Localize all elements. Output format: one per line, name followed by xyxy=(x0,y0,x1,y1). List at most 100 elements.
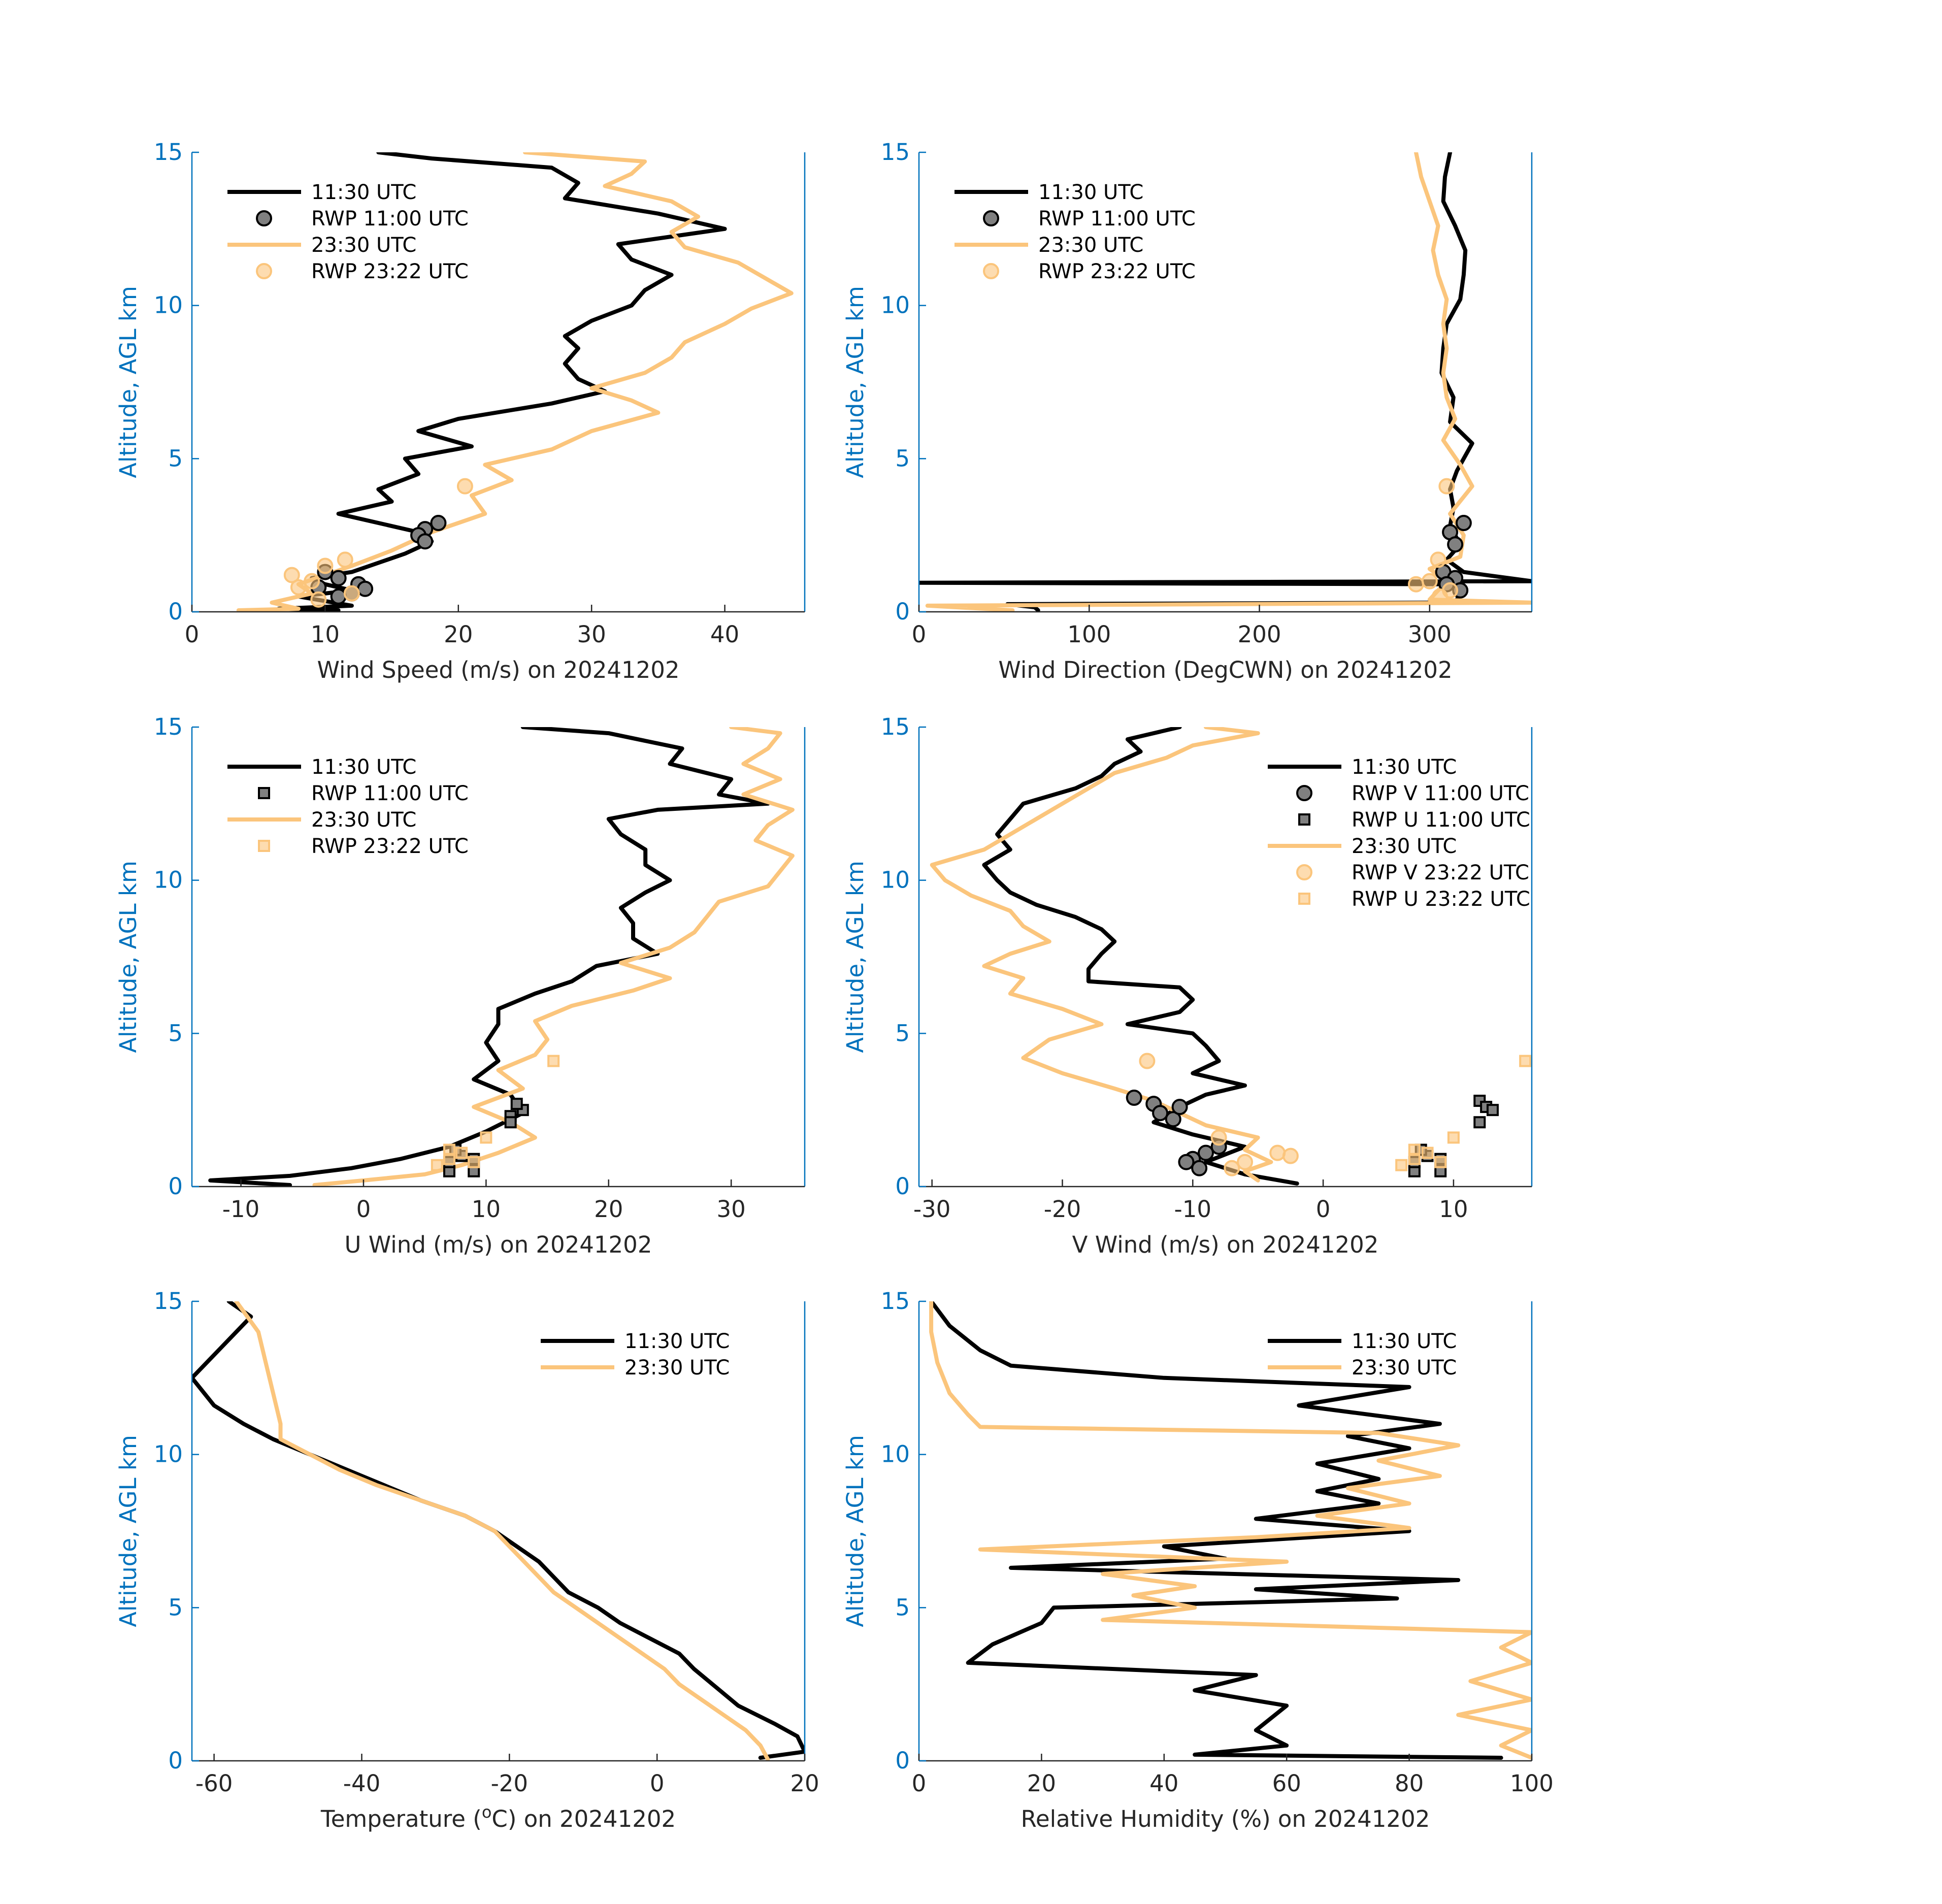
y-tick-label: 0 xyxy=(168,598,183,625)
x-axis-label: Wind Direction (DegCWN) on 20241202 xyxy=(998,656,1452,683)
legend-label: RWP 23:22 UTC xyxy=(1038,260,1196,283)
data-point-circle xyxy=(456,478,473,495)
plot-area xyxy=(236,152,794,612)
y-axis-label: Altitude, AGL km xyxy=(115,1435,142,1627)
panel-wind-speed: 0 10 20 30 40 0 5 10 15 Wind Speed (m/s) on 2024… xyxy=(115,139,806,683)
series-line xyxy=(930,727,1273,1183)
data-point-circle xyxy=(330,570,347,586)
x-tick-label: 0 xyxy=(1316,1196,1331,1223)
legend-label: 11:30 UTC xyxy=(1352,1330,1457,1353)
panel-relative-humidity: 0 20 40 60 80 100 0 5 10 15 Relative Humidity (%)… xyxy=(842,1288,1554,1832)
x-tick-label: 20 xyxy=(790,1770,819,1797)
data-point-square xyxy=(1408,1143,1421,1156)
axes: -30 -20 -10 0 10 0 5 10 15 xyxy=(881,713,1533,1223)
legend-label: 23:30 UTC xyxy=(311,808,416,832)
y-tick-label: 5 xyxy=(895,1594,910,1621)
data-point-circle xyxy=(417,533,434,550)
axes: 0 20 40 60 80 100 0 5 10 15 xyxy=(881,1288,1554,1797)
data-point-square xyxy=(431,1159,443,1171)
data-point-square xyxy=(468,1156,480,1168)
data-point-circle xyxy=(304,573,320,589)
data-point-circle xyxy=(357,580,374,597)
y-tick-label: 0 xyxy=(168,1173,183,1200)
data-point-circle xyxy=(1197,1144,1214,1161)
x-tick-label: 30 xyxy=(717,1196,746,1223)
data-point-square xyxy=(443,1143,455,1156)
data-point-circle xyxy=(1171,1099,1188,1115)
y-tick-label: 15 xyxy=(154,713,183,740)
panel-v-wind: -30 -20 -10 0 10 0 5 10 15 V Wind (m/s) on 20241… xyxy=(842,713,1533,1258)
legend-circle-swatch xyxy=(1296,864,1312,880)
series-line xyxy=(929,1301,1532,1760)
y-axis-label: Altitude, AGL km xyxy=(842,286,869,478)
data-point-circle xyxy=(1438,478,1455,495)
x-tick-label: -30 xyxy=(913,1196,951,1223)
legend-square-swatch xyxy=(258,840,270,852)
y-tick-label: 10 xyxy=(154,867,183,894)
x-label-part: C) on 20241202 xyxy=(491,1805,676,1832)
legend-label: RWP V 11:00 UTC xyxy=(1352,782,1529,805)
data-point-circle xyxy=(1421,573,1438,589)
y-tick-label: 15 xyxy=(881,713,910,740)
data-point-square xyxy=(480,1131,492,1144)
series-line xyxy=(192,1301,805,1760)
x-tick-label: 200 xyxy=(1238,621,1281,648)
series-line xyxy=(929,1301,1503,1760)
y-tick-label: 15 xyxy=(881,139,910,166)
data-point-circle xyxy=(1237,1154,1254,1170)
degree-superscript: o xyxy=(482,1802,492,1822)
data-point-circle xyxy=(290,579,307,596)
legend-label: 23:30 UTC xyxy=(311,234,416,257)
axes: 0 10 20 30 40 0 5 10 15 xyxy=(154,139,806,648)
data-point-square xyxy=(1395,1159,1408,1171)
legend-square-swatch xyxy=(1298,893,1310,905)
data-point-square xyxy=(455,1146,468,1159)
data-point-square xyxy=(1486,1104,1499,1117)
x-tick-label: -20 xyxy=(491,1770,529,1797)
data-point-circle xyxy=(1126,1090,1142,1106)
legend: 11:30 UTC 23:30 UTC xyxy=(541,1330,730,1380)
axes: -10 0 10 20 30 0 5 10 15 xyxy=(154,713,806,1223)
data-point-square xyxy=(547,1055,560,1067)
data-point-square xyxy=(1447,1131,1460,1144)
legend: 11:30 UTC 23:30 UTC xyxy=(1268,1330,1457,1380)
legend-label: 11:30 UTC xyxy=(1352,756,1457,779)
legend-circle-swatch xyxy=(983,263,999,279)
x-tick-label: 60 xyxy=(1272,1770,1301,1797)
x-tick-label: 10 xyxy=(472,1196,501,1223)
plot-area xyxy=(930,727,1532,1186)
y-tick-label: 5 xyxy=(168,1020,183,1046)
legend-label: 11:30 UTC xyxy=(311,181,416,204)
x-tick-label: 100 xyxy=(1067,621,1111,648)
legend-label: 23:30 UTC xyxy=(1352,835,1457,858)
data-point-circle xyxy=(1282,1147,1299,1164)
legend: 11:30 UTC RWP 11:00 UTC 23:30 UTC RWP 23:22… xyxy=(954,181,1196,283)
series-line xyxy=(208,727,770,1187)
data-point-square xyxy=(1421,1146,1434,1159)
legend-label: RWP U 23:22 UTC xyxy=(1352,888,1530,911)
data-point-circle xyxy=(330,588,347,605)
legend-label: 11:30 UTC xyxy=(1038,181,1143,204)
data-point-circle xyxy=(283,567,300,583)
x-tick-label: 40 xyxy=(710,621,739,648)
x-tick-label: 0 xyxy=(650,1770,665,1797)
data-point-circle xyxy=(1152,1105,1169,1122)
x-tick-label: 80 xyxy=(1395,1770,1424,1797)
x-axis-label: Relative Humidity (%) on 20241202 xyxy=(1021,1805,1430,1832)
y-tick-label: 10 xyxy=(881,867,910,894)
data-point-circle xyxy=(310,591,327,608)
series-line xyxy=(925,152,1532,612)
data-point-circle xyxy=(343,585,360,602)
x-tick-label: -10 xyxy=(1174,1196,1212,1223)
series-line xyxy=(312,727,795,1187)
data-point-square xyxy=(1473,1116,1486,1129)
x-tick-label: 20 xyxy=(594,1196,623,1223)
plot-area xyxy=(919,152,1532,612)
data-point-circle xyxy=(1178,1154,1195,1170)
data-point-circle xyxy=(430,515,447,532)
x-tick-label: 100 xyxy=(1510,1770,1554,1797)
legend-label: RWP 23:22 UTC xyxy=(311,835,469,858)
y-tick-label: 0 xyxy=(895,1747,910,1774)
legend-label: RWP 11:00 UTC xyxy=(311,782,469,805)
